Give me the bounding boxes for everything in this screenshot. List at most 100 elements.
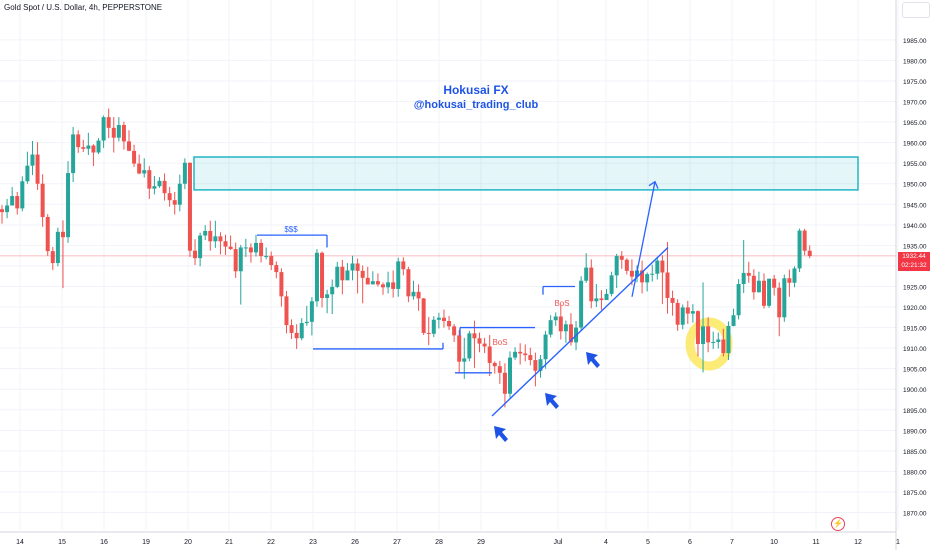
candle-body bbox=[360, 270, 365, 278]
y-tick-label: 1950.00 bbox=[903, 182, 927, 189]
candle-body bbox=[233, 249, 238, 272]
y-tick-label: 1935.00 bbox=[903, 243, 927, 250]
candle-body bbox=[604, 293, 609, 301]
projection-arrow-line bbox=[631, 181, 656, 297]
candle-body bbox=[452, 326, 457, 336]
candle-body bbox=[25, 165, 30, 182]
candle-body bbox=[436, 317, 441, 320]
candle-body bbox=[228, 246, 233, 250]
candle-body bbox=[675, 302, 680, 325]
x-tick-label: 22 bbox=[267, 539, 275, 546]
candle-body bbox=[264, 256, 269, 258]
lightning-bolt-icon[interactable]: ⚡ bbox=[831, 517, 845, 531]
candle-body bbox=[680, 307, 685, 325]
candle-body bbox=[802, 230, 807, 251]
candle-body bbox=[751, 275, 756, 293]
y-tick-label: 1900.00 bbox=[903, 387, 927, 394]
supply-zone-layer bbox=[0, 156, 896, 371]
candle-body bbox=[513, 351, 518, 358]
candle-body bbox=[584, 267, 589, 281]
candle-body bbox=[441, 317, 446, 322]
candle-body bbox=[487, 346, 492, 363]
candle-body bbox=[589, 267, 594, 302]
candle-body bbox=[243, 247, 248, 249]
candle-body bbox=[238, 247, 243, 272]
candle-body bbox=[502, 372, 507, 394]
candle-body bbox=[203, 230, 208, 236]
candle-body bbox=[121, 124, 126, 142]
candle-body bbox=[726, 325, 731, 354]
candle-body bbox=[609, 275, 614, 294]
bar-countdown: 02:21:32 bbox=[901, 262, 927, 269]
candle-body bbox=[147, 170, 152, 189]
x-tick-label: 19 bbox=[142, 539, 150, 546]
candle-body bbox=[375, 281, 380, 285]
supply-zone bbox=[193, 156, 859, 191]
watermark-line-1: Hokusai FX bbox=[443, 83, 508, 97]
x-tick-label: 5 bbox=[646, 539, 650, 546]
candle-body bbox=[690, 311, 695, 314]
x-tick-label: 6 bbox=[688, 539, 692, 546]
candle-body bbox=[579, 280, 584, 328]
candle-body bbox=[665, 272, 670, 298]
candle-body bbox=[193, 250, 198, 259]
candle-body bbox=[213, 236, 218, 242]
x-tick-label: 27 bbox=[393, 539, 401, 546]
candle-body bbox=[548, 320, 553, 335]
candle-body bbox=[538, 359, 543, 371]
candle-body bbox=[325, 294, 330, 298]
candle-body bbox=[467, 333, 472, 359]
candle-body bbox=[670, 297, 675, 303]
candle-body bbox=[198, 235, 203, 259]
grid bbox=[0, 0, 899, 530]
candle-body bbox=[624, 259, 629, 271]
up-arrow-1 bbox=[494, 426, 508, 442]
candle-body bbox=[731, 315, 736, 326]
candle-body bbox=[20, 181, 25, 209]
candle-body bbox=[208, 230, 213, 242]
candle-body bbox=[640, 270, 645, 283]
candle-body bbox=[35, 154, 40, 184]
candle-body bbox=[279, 272, 284, 297]
candle-body bbox=[706, 326, 711, 343]
candle-body bbox=[355, 263, 360, 271]
candle-body bbox=[71, 134, 76, 174]
candle-body bbox=[96, 140, 101, 153]
y-tick-label: 1875.00 bbox=[903, 490, 927, 497]
candle-body bbox=[320, 252, 325, 298]
y-tick-label: 1920.00 bbox=[903, 305, 927, 312]
candle-body bbox=[599, 298, 604, 301]
candle-body bbox=[274, 265, 279, 273]
candle-body bbox=[340, 266, 345, 281]
x-tick-label: 11 bbox=[812, 539, 819, 546]
y-tick-label: 1885.00 bbox=[903, 449, 927, 456]
candle-body bbox=[762, 280, 766, 306]
candle-body bbox=[492, 362, 497, 367]
y-tick-label: 1925.00 bbox=[903, 284, 927, 291]
y-tick-label: 1980.00 bbox=[903, 58, 927, 65]
current-price-tag: 1932.44 02:21:32 bbox=[898, 252, 930, 271]
candle-body bbox=[655, 260, 660, 274]
candle-body bbox=[614, 256, 619, 276]
candle-body bbox=[528, 355, 533, 361]
candle-body bbox=[0, 209, 4, 213]
watermark-line-2: @hokusai_trading_club bbox=[414, 99, 539, 111]
candle-body bbox=[660, 260, 665, 273]
candle-body bbox=[645, 274, 650, 283]
candle-body bbox=[716, 339, 721, 342]
candle-body bbox=[756, 280, 761, 293]
candle-body bbox=[218, 236, 223, 242]
candle-body bbox=[421, 298, 426, 333]
candle-body bbox=[40, 183, 45, 218]
x-tick-label: 4 bbox=[604, 539, 608, 546]
chart-toolbox-button[interactable] bbox=[902, 2, 930, 18]
x-tick-label: 7 bbox=[730, 539, 734, 546]
candle-body bbox=[345, 270, 350, 281]
y-tick-label: 1965.00 bbox=[903, 120, 927, 127]
candle-body bbox=[553, 316, 558, 321]
y-tick-label: 1940.00 bbox=[903, 223, 927, 230]
candle-body bbox=[142, 170, 147, 174]
candle-body bbox=[563, 324, 568, 332]
